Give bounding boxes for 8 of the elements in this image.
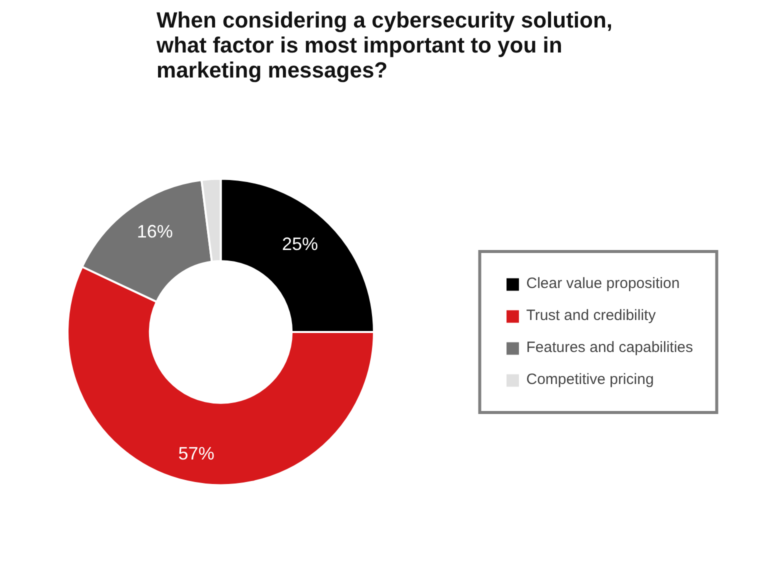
chart-title: When considering a cybersecurity solution, what factor is most important to you in marketing messages? <box>156 8 612 82</box>
legend-label: Clear value proposition <box>526 275 680 292</box>
legend-label: Features and capabilities <box>526 339 693 356</box>
data-label: 25% <box>282 234 318 254</box>
legend-label: Trust and credibility <box>526 307 656 324</box>
data-label: 57% <box>178 443 214 464</box>
data-label: 16% <box>136 221 173 242</box>
legend-label: Competitive pricing <box>526 371 654 388</box>
